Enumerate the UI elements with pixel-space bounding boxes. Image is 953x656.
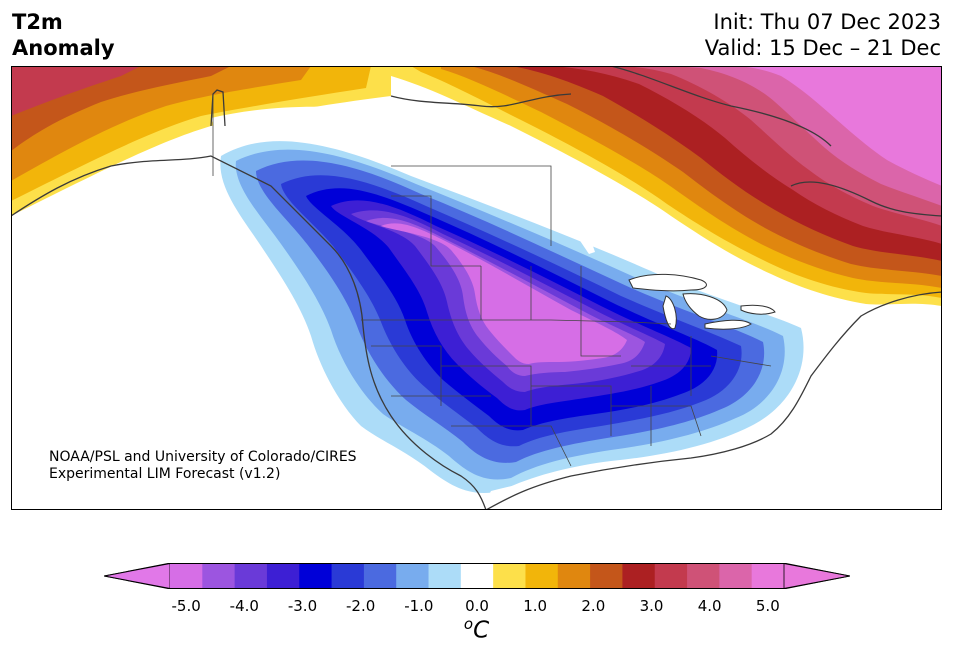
colorbar-tick-label: 0.0: [465, 597, 489, 615]
colorbar-bin: [590, 563, 623, 589]
colorbar-bin: [363, 563, 397, 589]
neutral-band: [211, 106, 841, 328]
colorbar-tick-label: 3.0: [639, 597, 664, 615]
colorbar-bin: [331, 563, 365, 589]
colorbar-bin: [460, 563, 494, 589]
colorbar-bin: [622, 563, 656, 589]
colorbar-bin: [428, 563, 462, 589]
colorbar-outline: [104, 563, 850, 589]
south-neutral: [481, 446, 942, 510]
credit-text: NOAA/PSL and University of Colorado/CIRE…: [49, 449, 357, 483]
colorbar-tick-label: -2.0: [346, 597, 376, 615]
central-cold-anomaly: [220, 141, 804, 494]
great-lakes: [628, 273, 776, 330]
colorbar-bin: [557, 563, 591, 589]
colorbar-units: oC: [0, 615, 953, 644]
colorbar-bin: [654, 563, 688, 589]
colorbar-tick-label: 2.0: [581, 597, 606, 615]
degree-symbol: o: [463, 615, 474, 633]
colorbar-bin: [396, 563, 430, 589]
colorbar-bin: [751, 563, 785, 589]
colorbar-bin: [299, 563, 333, 589]
credit-line-2: Experimental LIM Forecast (v1.2): [49, 466, 281, 482]
colorbar-tick-label: 4.0: [697, 597, 722, 615]
colorbar-bin: [493, 563, 526, 589]
valid-range: Valid: 15 Dec – 21 Dec: [704, 36, 941, 60]
colorbar-tick-label: -3.0: [287, 597, 318, 615]
colorbar-over-arrow: [783, 563, 850, 589]
coastlines: [11, 66, 942, 510]
init-date: Init: Thu 07 Dec 2023: [713, 10, 941, 34]
units-letter: C: [473, 617, 490, 644]
alaska-warm-anomaly: [11, 66, 391, 216]
colorbar-tick-label: 5.0: [755, 597, 780, 615]
colorbar-tick-label: -4.0: [229, 597, 259, 615]
title-line-2: Anomaly: [12, 36, 115, 60]
anomaly-map: [11, 66, 942, 510]
colorbar-bin: [202, 563, 236, 589]
colorbar-bin: [719, 563, 753, 589]
colorbar: [104, 563, 850, 589]
colorbar-tick-label: -1.0: [404, 597, 434, 615]
colorbar-tick-label: -5.0: [171, 597, 201, 615]
colorbar-bin: [525, 563, 559, 589]
credit-line-1: NOAA/PSL and University of Colorado/CIRE…: [49, 449, 357, 465]
title-line-1: T2m: [12, 10, 63, 34]
colorbar-bin: [687, 563, 720, 589]
map-frame: [11, 66, 942, 510]
colorbar-bin: [170, 563, 203, 589]
colorbar-bin: [266, 563, 300, 589]
colorbar-bin: [234, 563, 268, 589]
colorbar-under-arrow: [104, 563, 171, 589]
map-title: T2m Anomaly: [12, 9, 115, 61]
forecast-dates: Init: Thu 07 Dec 2023 Valid: 15 Dec – 21…: [705, 9, 941, 61]
colorbar-ticks: -5.0 -4.0 -3.0 -2.0 -1.0 0.0 1.0 2.0 3.0 4.0 5.0: [104, 597, 850, 617]
northeast-warm-anomaly: [391, 66, 942, 306]
colorbar-tick-label: 1.0: [523, 597, 548, 615]
northern-lakes: [421, 146, 595, 254]
political-borders: [212, 94, 772, 467]
